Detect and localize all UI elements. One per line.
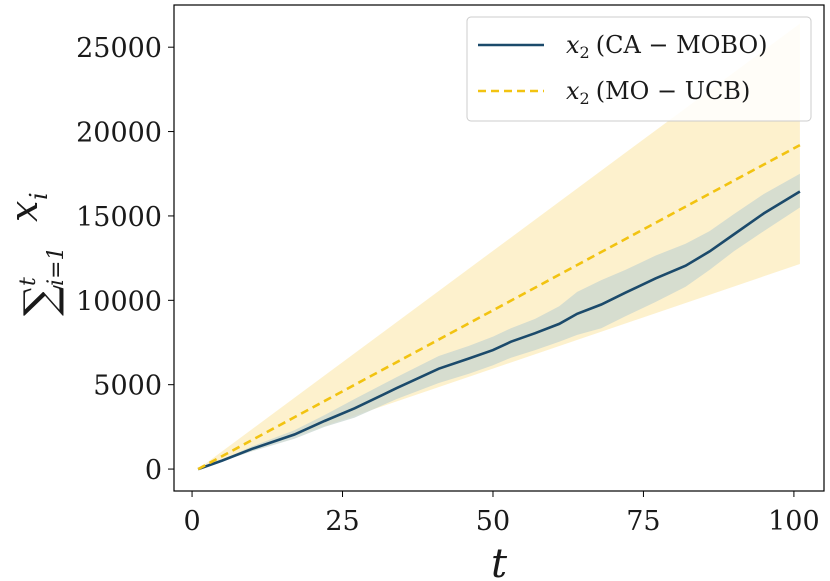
- y-tick-label: 25000: [76, 33, 162, 64]
- line-ca-mobo: [197, 190, 801, 471]
- legend-label-ca-mobo: x2 (CA − MOBO): [566, 31, 768, 62]
- x-tick-label: 100: [768, 506, 820, 537]
- legend-label-mo-ucb: x2 (MO − UCB): [566, 77, 750, 108]
- legend: x2 (CA − MOBO) x2 (MO − UCB): [466, 16, 812, 122]
- y-label-var-sub: i: [25, 192, 53, 200]
- y-tick-label: 0: [145, 455, 162, 486]
- plot-frame: [173, 4, 825, 492]
- y-tick-label: 15000: [76, 202, 162, 233]
- x-tick-label: 0: [183, 506, 200, 537]
- x-axis-label: t: [491, 541, 508, 581]
- y-tick-label: 20000: [76, 118, 162, 149]
- series-lines: [197, 143, 801, 471]
- band-mo-ucb: [198, 23, 800, 470]
- x-tick-label: 75: [626, 506, 660, 537]
- y-axis-label: ∑ t i=1 x i: [2, 192, 69, 316]
- y-tick-label: 5000: [93, 371, 162, 402]
- x-axis-ticks: 0 25 50 75 100: [183, 491, 820, 537]
- y-label-sup: t: [16, 277, 41, 286]
- y-tick-label: 10000: [76, 286, 162, 317]
- x-tick-label: 25: [325, 506, 359, 537]
- confidence-bands: [198, 23, 800, 470]
- y-label-sum: ∑: [15, 285, 66, 316]
- y-label-var: x: [2, 201, 46, 222]
- x-tick-label: 50: [476, 506, 510, 537]
- legend-box: [466, 16, 812, 122]
- y-label-sub: i=1: [44, 247, 69, 286]
- line-mo-ucb: [197, 143, 801, 471]
- y-axis-ticks: 0 5000 10000 15000 20000 25000: [76, 33, 174, 486]
